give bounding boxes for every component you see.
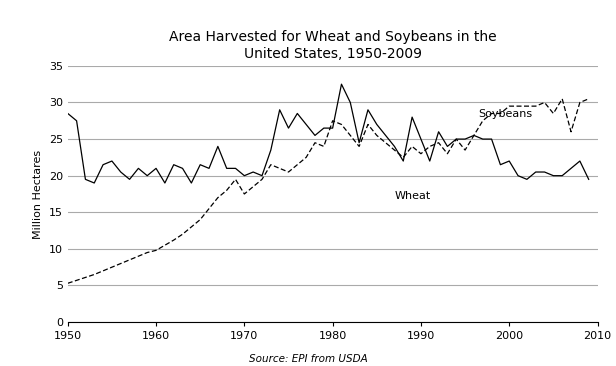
- Title: Area Harvested for Wheat and Soybeans in the
United States, 1950-2009: Area Harvested for Wheat and Soybeans in…: [169, 30, 496, 60]
- Text: Wheat: Wheat: [394, 191, 431, 201]
- Y-axis label: Million Hectares: Million Hectares: [33, 149, 43, 239]
- Text: Soybeans: Soybeans: [478, 109, 532, 119]
- Text: Source: EPI from USDA: Source: EPI from USDA: [249, 354, 367, 364]
